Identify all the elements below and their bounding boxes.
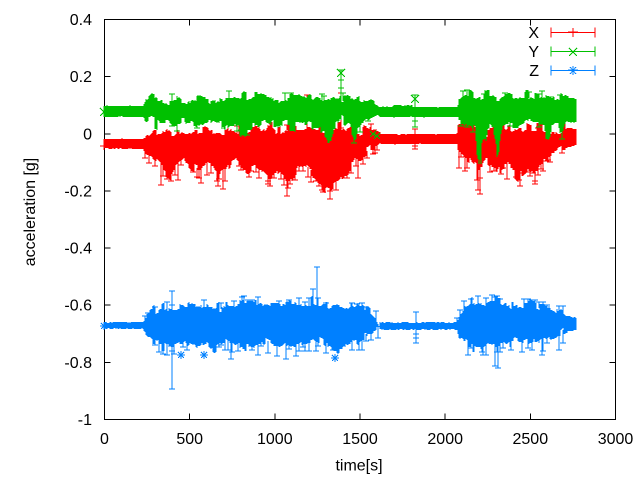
- svg-text:X: X: [528, 25, 539, 42]
- svg-text:3000: 3000: [598, 431, 634, 448]
- svg-text:0.2: 0.2: [70, 69, 92, 86]
- svg-text:0.4: 0.4: [70, 12, 92, 29]
- svg-text:2500: 2500: [513, 431, 549, 448]
- svg-text:0: 0: [83, 126, 92, 143]
- svg-text:acceleration [g]: acceleration [g]: [22, 158, 39, 267]
- svg-text:-0.2: -0.2: [64, 183, 92, 200]
- svg-text:1000: 1000: [257, 431, 293, 448]
- svg-text:1500: 1500: [342, 431, 378, 448]
- svg-text:-1: -1: [78, 412, 92, 429]
- svg-text:500: 500: [176, 431, 203, 448]
- svg-text:-0.6: -0.6: [64, 298, 92, 315]
- svg-text:0: 0: [100, 431, 109, 448]
- svg-text:time[s]: time[s]: [335, 458, 382, 475]
- svg-text:2000: 2000: [427, 431, 463, 448]
- svg-text:Z: Z: [529, 63, 539, 80]
- svg-text:-0.8: -0.8: [64, 355, 92, 372]
- svg-text:-0.4: -0.4: [64, 241, 92, 258]
- svg-text:Y: Y: [528, 44, 539, 61]
